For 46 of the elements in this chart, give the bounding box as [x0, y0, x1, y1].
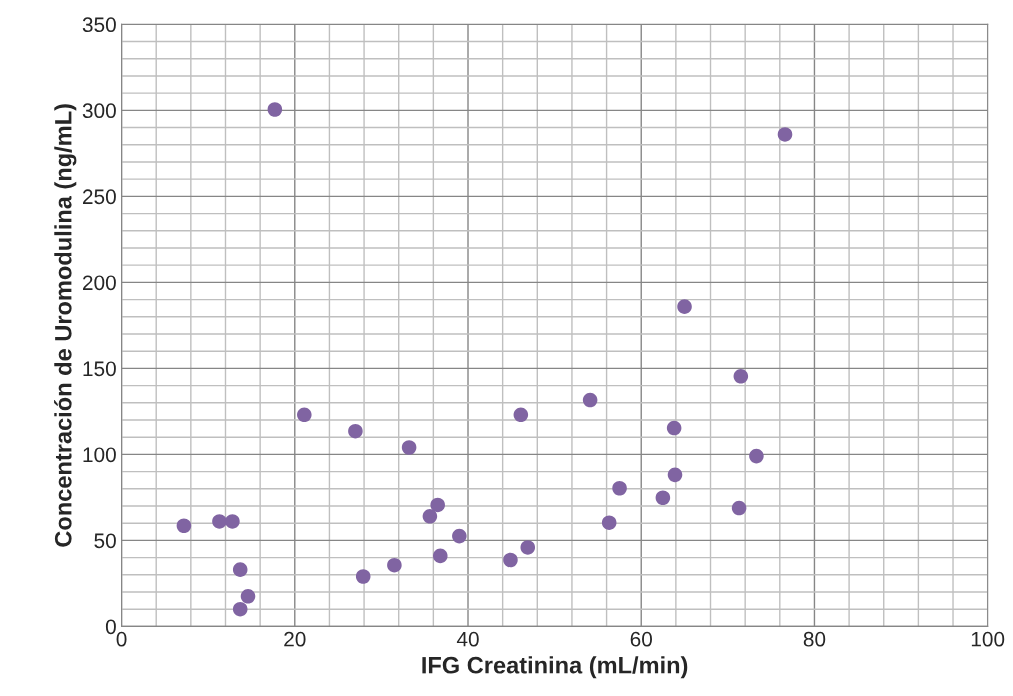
point	[267, 102, 283, 117]
y-tick-label: 250	[82, 189, 116, 205]
point	[655, 490, 671, 506]
y-tick-label: 0	[105, 619, 116, 635]
y-tick-label: 300	[82, 103, 116, 119]
point	[612, 480, 627, 496]
point	[733, 369, 749, 384]
point	[176, 518, 192, 534]
point	[387, 557, 402, 573]
x-tick-label: 60	[630, 631, 652, 647]
point	[666, 420, 682, 436]
point	[513, 407, 529, 423]
point	[225, 514, 240, 529]
point	[667, 467, 683, 483]
point	[749, 448, 764, 464]
point	[232, 601, 248, 617]
point	[348, 423, 363, 439]
point	[433, 548, 448, 564]
point	[677, 299, 692, 314]
point	[777, 127, 793, 142]
x-tick-label: 40	[456, 631, 479, 647]
x-tick-label: 20	[284, 631, 306, 647]
point	[355, 569, 371, 584]
point	[297, 407, 312, 423]
x-axis-title: IFG Creatinina (mL/min)	[422, 656, 688, 679]
point	[503, 552, 518, 568]
x-tick-label: 0	[116, 631, 127, 647]
point	[731, 500, 747, 516]
x-tick-label: 100	[971, 631, 1005, 647]
y-tick-label: 100	[83, 447, 116, 463]
point	[430, 497, 445, 513]
point	[520, 540, 536, 555]
point	[422, 509, 438, 524]
y-tick-label: 200	[82, 275, 116, 291]
y-axis-title: Concentración de Uromodulina (ng/mL)	[54, 104, 77, 547]
point	[401, 440, 417, 455]
point	[452, 528, 467, 544]
point	[240, 589, 256, 604]
y-tick-label: 50	[94, 533, 116, 549]
point	[582, 392, 598, 408]
y-tick-label: 350	[82, 17, 116, 33]
point	[212, 514, 227, 529]
y-tick-label: 150	[83, 361, 116, 377]
x-tick-label: 80	[803, 631, 826, 647]
point	[601, 515, 617, 530]
point	[232, 562, 248, 577]
